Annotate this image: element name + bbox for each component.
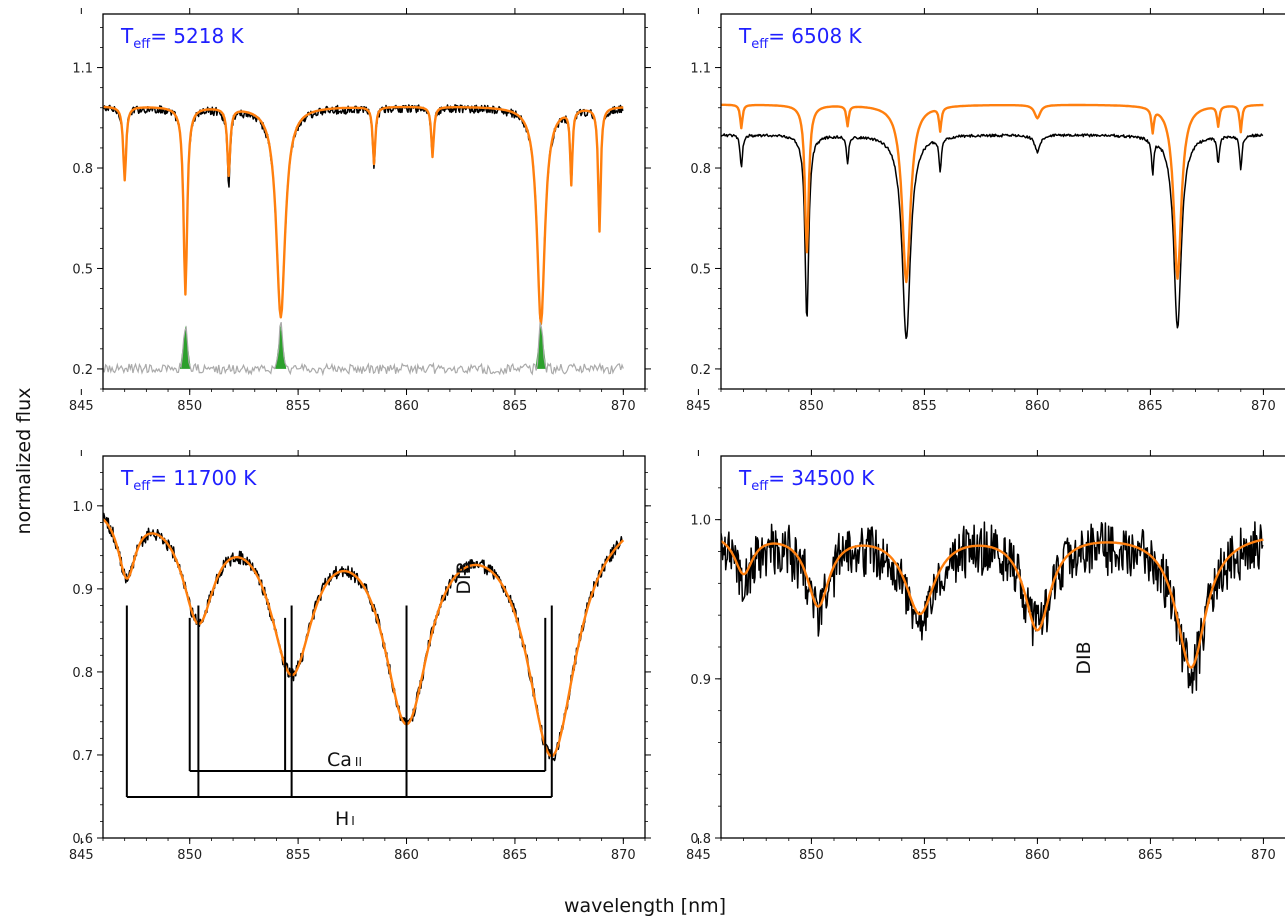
x-tick-label: 845 bbox=[69, 848, 94, 863]
plot-area-1 bbox=[103, 103, 624, 377]
dib-label: DIB bbox=[1073, 641, 1095, 674]
panel-1: 845 850 855 860 865 870 0.2 0.5 0.8 1.1 Teff= 5218… bbox=[69, 8, 651, 414]
y-tick-label: 0.5 bbox=[72, 262, 93, 277]
panel-frame-2 bbox=[720, 13, 1285, 390]
x-tick-label: 870 bbox=[611, 399, 636, 414]
y-tick-label: 0.8 bbox=[72, 162, 93, 177]
series-model bbox=[103, 105, 624, 326]
teff-label: Teff= 11700 K bbox=[120, 466, 257, 494]
y-tick-label: 1.1 bbox=[72, 62, 93, 77]
y-tick-label: 1.0 bbox=[72, 500, 93, 515]
panel-4: 845 850 855 860 865 870 0.8 0.9 1.0 Teff= 34500 K… bbox=[686, 450, 1285, 863]
dib-label: DIB bbox=[453, 561, 475, 594]
x-tick-label: 860 bbox=[394, 399, 419, 414]
series-residual bbox=[103, 322, 624, 377]
series-model bbox=[103, 518, 625, 758]
x-tick-label: 860 bbox=[1025, 399, 1050, 414]
panel-frame-3 bbox=[102, 455, 646, 839]
y-tick-label: 0.8 bbox=[72, 666, 93, 681]
x-axis-title: wavelength [nm] bbox=[564, 895, 726, 917]
ca-label: Ca II bbox=[327, 749, 362, 771]
x-tick-label: 870 bbox=[611, 848, 636, 863]
y-axis-title: normalized flux bbox=[13, 388, 35, 535]
y-tick-label: 1.1 bbox=[690, 62, 711, 77]
teff-label: Teff= 6508 K bbox=[738, 24, 863, 52]
teff-label: Teff= 34500 K bbox=[738, 466, 875, 494]
x-axis-2: 845 850 855 860 865 870 bbox=[686, 8, 1276, 414]
y-axis-4: 0.8 0.9 1.0 bbox=[690, 487, 721, 847]
x-tick-label: 870 bbox=[1251, 399, 1276, 414]
y-tick-label: 0.9 bbox=[72, 583, 93, 598]
series-model bbox=[721, 538, 1264, 669]
x-tick-label: 860 bbox=[1025, 848, 1050, 863]
x-tick-label: 855 bbox=[912, 848, 937, 863]
x-tick-label: 865 bbox=[503, 848, 528, 863]
y-tick-label: 0.8 bbox=[690, 162, 711, 177]
panel-2: 845 850 855 860 865 870 0.2 0.5 0.8 1.1 Teff= 6508… bbox=[686, 8, 1285, 414]
series-observed bbox=[721, 133, 1264, 340]
x-axis-1: 845 850 855 860 865 870 bbox=[69, 8, 646, 414]
x-tick-label: 855 bbox=[912, 399, 937, 414]
x-tick-label: 845 bbox=[686, 848, 711, 863]
x-tick-label: 850 bbox=[177, 399, 202, 414]
y-tick-label: 0.8 bbox=[690, 832, 711, 847]
y-tick-label: 0.9 bbox=[690, 673, 711, 688]
y-tick-label: 0.2 bbox=[72, 363, 93, 378]
y-tick-label: 0.5 bbox=[690, 262, 711, 277]
x-tick-label: 865 bbox=[1138, 848, 1163, 863]
panel-3: 845 850 855 860 865 870 0.6 0.7 0.8 0.9 1.0 Teff= 1… bbox=[69, 450, 651, 863]
panels: 845 850 855 860 865 870 0.2 0.5 0.8 1.1 Teff= 5218… bbox=[69, 8, 1285, 863]
y-tick-label: 0.7 bbox=[72, 749, 93, 764]
y-tick-label: 1.0 bbox=[690, 514, 711, 529]
x-tick-label: 870 bbox=[1251, 848, 1276, 863]
x-axis-3: 845 850 855 860 865 870 bbox=[69, 450, 646, 863]
x-tick-label: 850 bbox=[799, 848, 824, 863]
y-axis-2: 0.2 0.5 0.8 1.1 bbox=[690, 26, 721, 390]
plot-area-4 bbox=[721, 521, 1264, 694]
plot-area-3 bbox=[103, 512, 625, 762]
x-tick-label: 865 bbox=[1138, 399, 1163, 414]
y-axis-3: 0.6 0.7 0.8 0.9 1.0 bbox=[72, 472, 651, 847]
x-axis-4: 845 850 855 860 865 870 bbox=[686, 450, 1276, 863]
panel-frame-1 bbox=[102, 13, 646, 390]
y-tick-label: 0.2 bbox=[690, 363, 711, 378]
teff-label: Teff= 5218 K bbox=[120, 24, 245, 52]
x-tick-label: 845 bbox=[686, 399, 711, 414]
y-axis-1: 0.2 0.5 0.8 1.1 bbox=[72, 26, 651, 390]
y-tick-label: 0.6 bbox=[72, 832, 93, 847]
series-model bbox=[721, 103, 1264, 284]
x-tick-label: 855 bbox=[286, 848, 311, 863]
plot-area-2 bbox=[721, 103, 1264, 340]
x-tick-label: 865 bbox=[503, 399, 528, 414]
x-tick-label: 860 bbox=[394, 848, 419, 863]
x-tick-label: 855 bbox=[286, 399, 311, 414]
residual-spike-2 bbox=[275, 325, 287, 369]
x-tick-label: 850 bbox=[799, 399, 824, 414]
x-tick-label: 850 bbox=[177, 848, 202, 863]
x-tick-label: 845 bbox=[69, 399, 94, 414]
